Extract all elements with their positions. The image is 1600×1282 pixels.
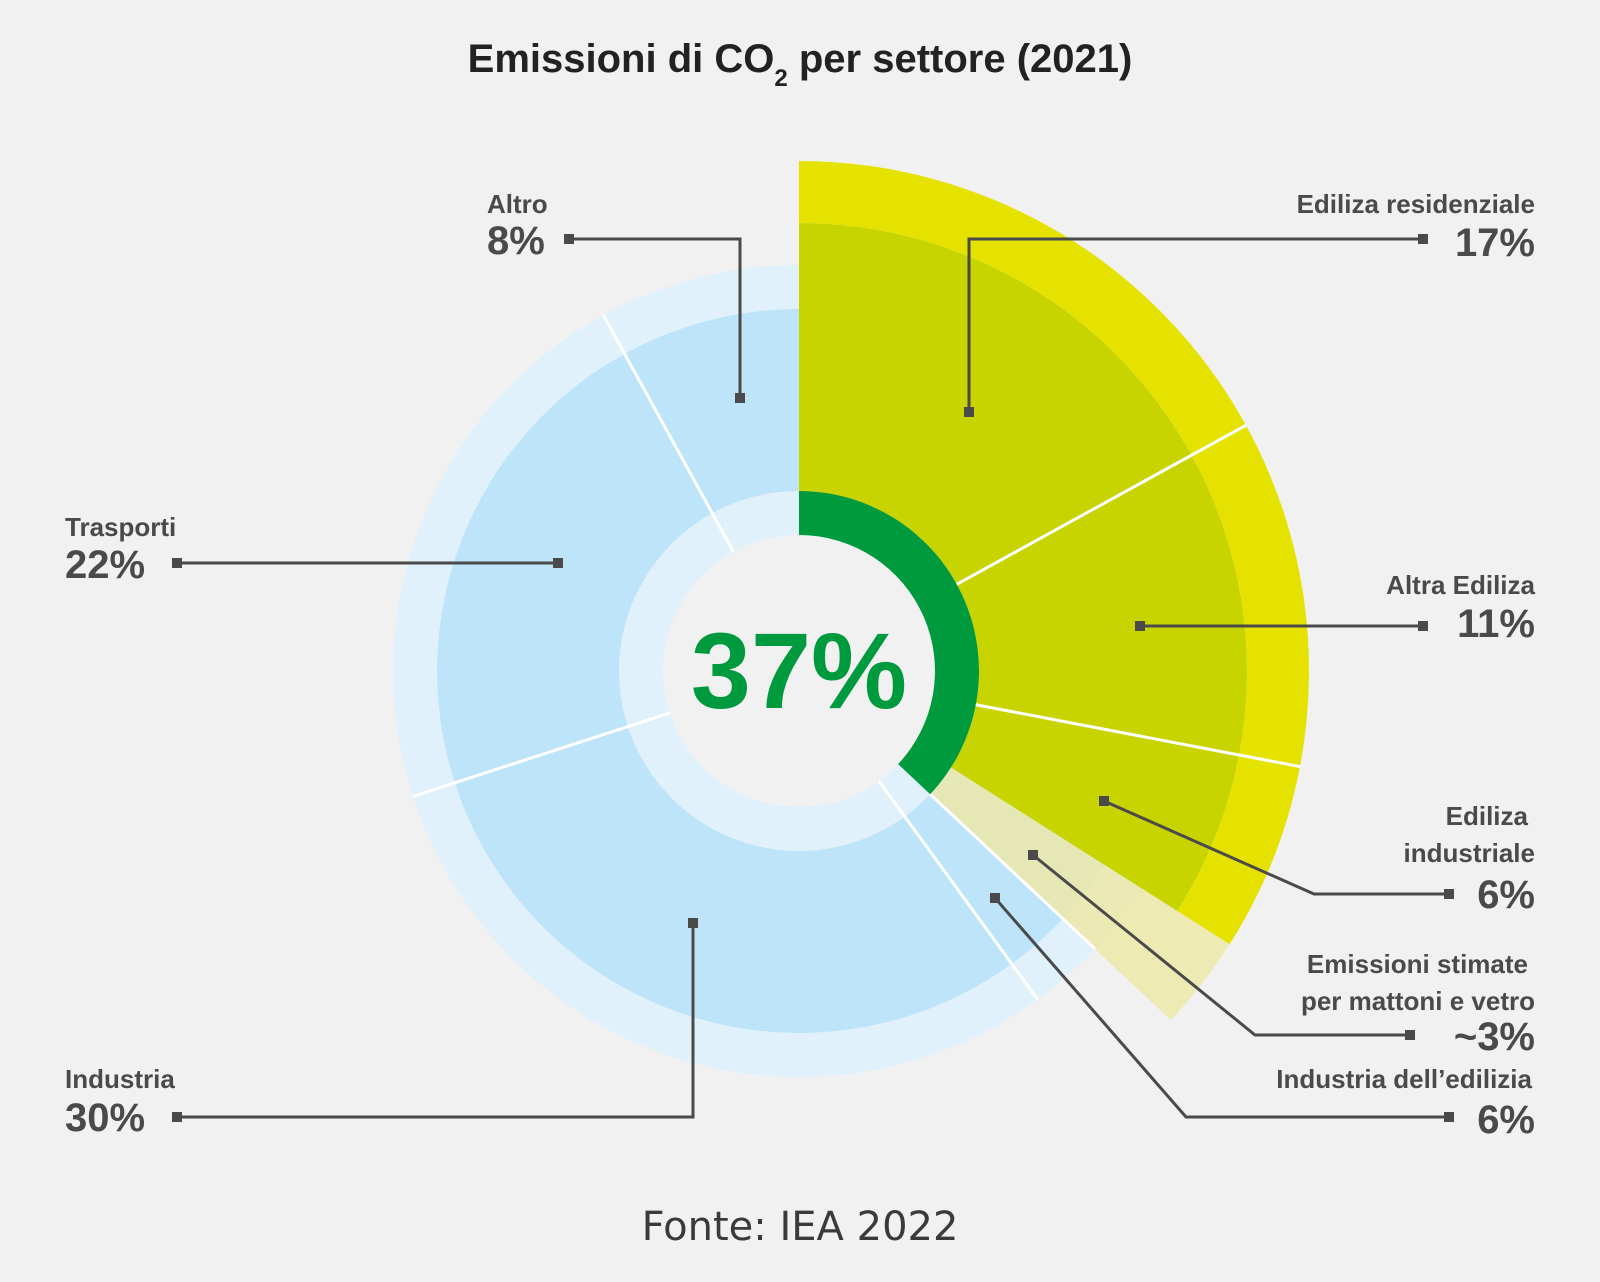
slice-label: Altra Ediliza [1386, 570, 1535, 600]
slice-value: 6% [1477, 1098, 1535, 1142]
sectors [392, 161, 1310, 1077]
label-industria-edilizia: Industria dell’edilizia 6% [1276, 1064, 1535, 1142]
leader-edilizia-industriale [1103, 799, 1449, 896]
slice-value: 17% [1455, 221, 1535, 265]
slice-label: Ediliza [1446, 801, 1529, 831]
slice-label: Ediliza residenziale [1297, 189, 1535, 219]
source-note: Fonte: IEA 2022 [642, 1204, 959, 1250]
slice-value: 22% [65, 543, 145, 587]
sector-industria [454, 726, 1012, 1033]
slice-label: Emissioni stimate [1307, 949, 1528, 979]
sector-ediliza-industriale [950, 704, 1240, 912]
label-altro: Altro 8% [487, 189, 548, 263]
sector-ediliza-residenziale-outer [799, 161, 1246, 456]
sector-altro-inner [712, 491, 799, 552]
sector-altro [624, 309, 799, 514]
leader-endpoint-marker [1099, 796, 1109, 806]
center-total-value: 37% [691, 610, 907, 731]
sector-ediliza-industriale-outer [1177, 754, 1300, 945]
sector-divider [602, 314, 735, 553]
sector-divider [929, 793, 1096, 951]
slice-value: 30% [65, 1096, 145, 1140]
label-edilizia-residenziale: Ediliza residenziale 17% [1297, 189, 1535, 265]
label-mattoni-vetro: Emissioni stimate per mattoni e vetro ~3… [1301, 949, 1535, 1059]
leader-endpoint-marker [688, 918, 698, 928]
sector-trasporti-inner [619, 513, 734, 727]
leader-endpoint-marker [1418, 234, 1428, 244]
leader-endpoint-marker [1444, 1112, 1454, 1122]
leader-lines [172, 234, 1454, 1122]
slice-value: 6% [1477, 873, 1535, 917]
leader-endpoint-marker [1418, 621, 1428, 631]
sector-divider [412, 711, 671, 798]
sector-altra-ediliza-outer [1191, 425, 1310, 767]
sector-divider [956, 423, 1247, 586]
leader-industria [177, 923, 695, 1119]
slice-label: per mattoni e vetro [1301, 986, 1535, 1016]
slice-value: 11% [1457, 602, 1535, 646]
slice-label: Trasporti [65, 512, 176, 542]
sector-divider [975, 703, 1301, 769]
leader-edilizia-residenziale [967, 237, 1423, 412]
label-trasporti: Trasporti 22% [65, 512, 176, 587]
slice-label: Industria dell’edilizia [1276, 1064, 1532, 1094]
label-edilizia-industriale: Ediliza industriale 6% [1404, 801, 1535, 917]
sector-industria-outer [412, 782, 1038, 1077]
leader-endpoint-marker [1135, 621, 1145, 631]
leader-endpoint-marker [1444, 889, 1454, 899]
leader-mattoni-vetro [1032, 853, 1410, 1037]
sector-trasporti [437, 353, 713, 783]
leader-endpoint-marker [735, 393, 745, 403]
slice-value: 8% [487, 219, 545, 263]
leader-endpoint-marker [1028, 850, 1038, 860]
sector-ediliza-residenziale [799, 223, 1192, 585]
label-industria: Industria 30% [65, 1064, 175, 1140]
green-total-ring [799, 491, 980, 795]
slice-label: Altro [487, 189, 548, 219]
sector-altro-outer [603, 265, 799, 354]
slice-label: industriale [1404, 838, 1535, 868]
sector-altra-ediliza [956, 455, 1248, 755]
leader-endpoint-marker [172, 1112, 182, 1122]
slice-value: ~3% [1454, 1015, 1535, 1059]
sector-industria-inner [627, 713, 905, 851]
sector-trasporti-outer [392, 315, 625, 797]
leader-endpoint-marker [172, 558, 182, 568]
leader-industria-edilizia [993, 897, 1449, 1119]
sector-divider [877, 780, 1039, 1001]
leader-endpoint-marker [964, 407, 974, 417]
leader-endpoint-marker [1405, 1030, 1415, 1040]
leader-endpoint-marker [564, 234, 574, 244]
leader-altro [569, 237, 742, 398]
slice-label: Industria [65, 1064, 175, 1094]
leader-endpoint-marker [990, 893, 1000, 903]
leader-endpoint-marker [553, 558, 563, 568]
chart-title: Emissioni di CO2 per settore (2021) [468, 37, 1133, 92]
label-altra-edilizia: Altra Ediliza 11% [1386, 570, 1535, 646]
